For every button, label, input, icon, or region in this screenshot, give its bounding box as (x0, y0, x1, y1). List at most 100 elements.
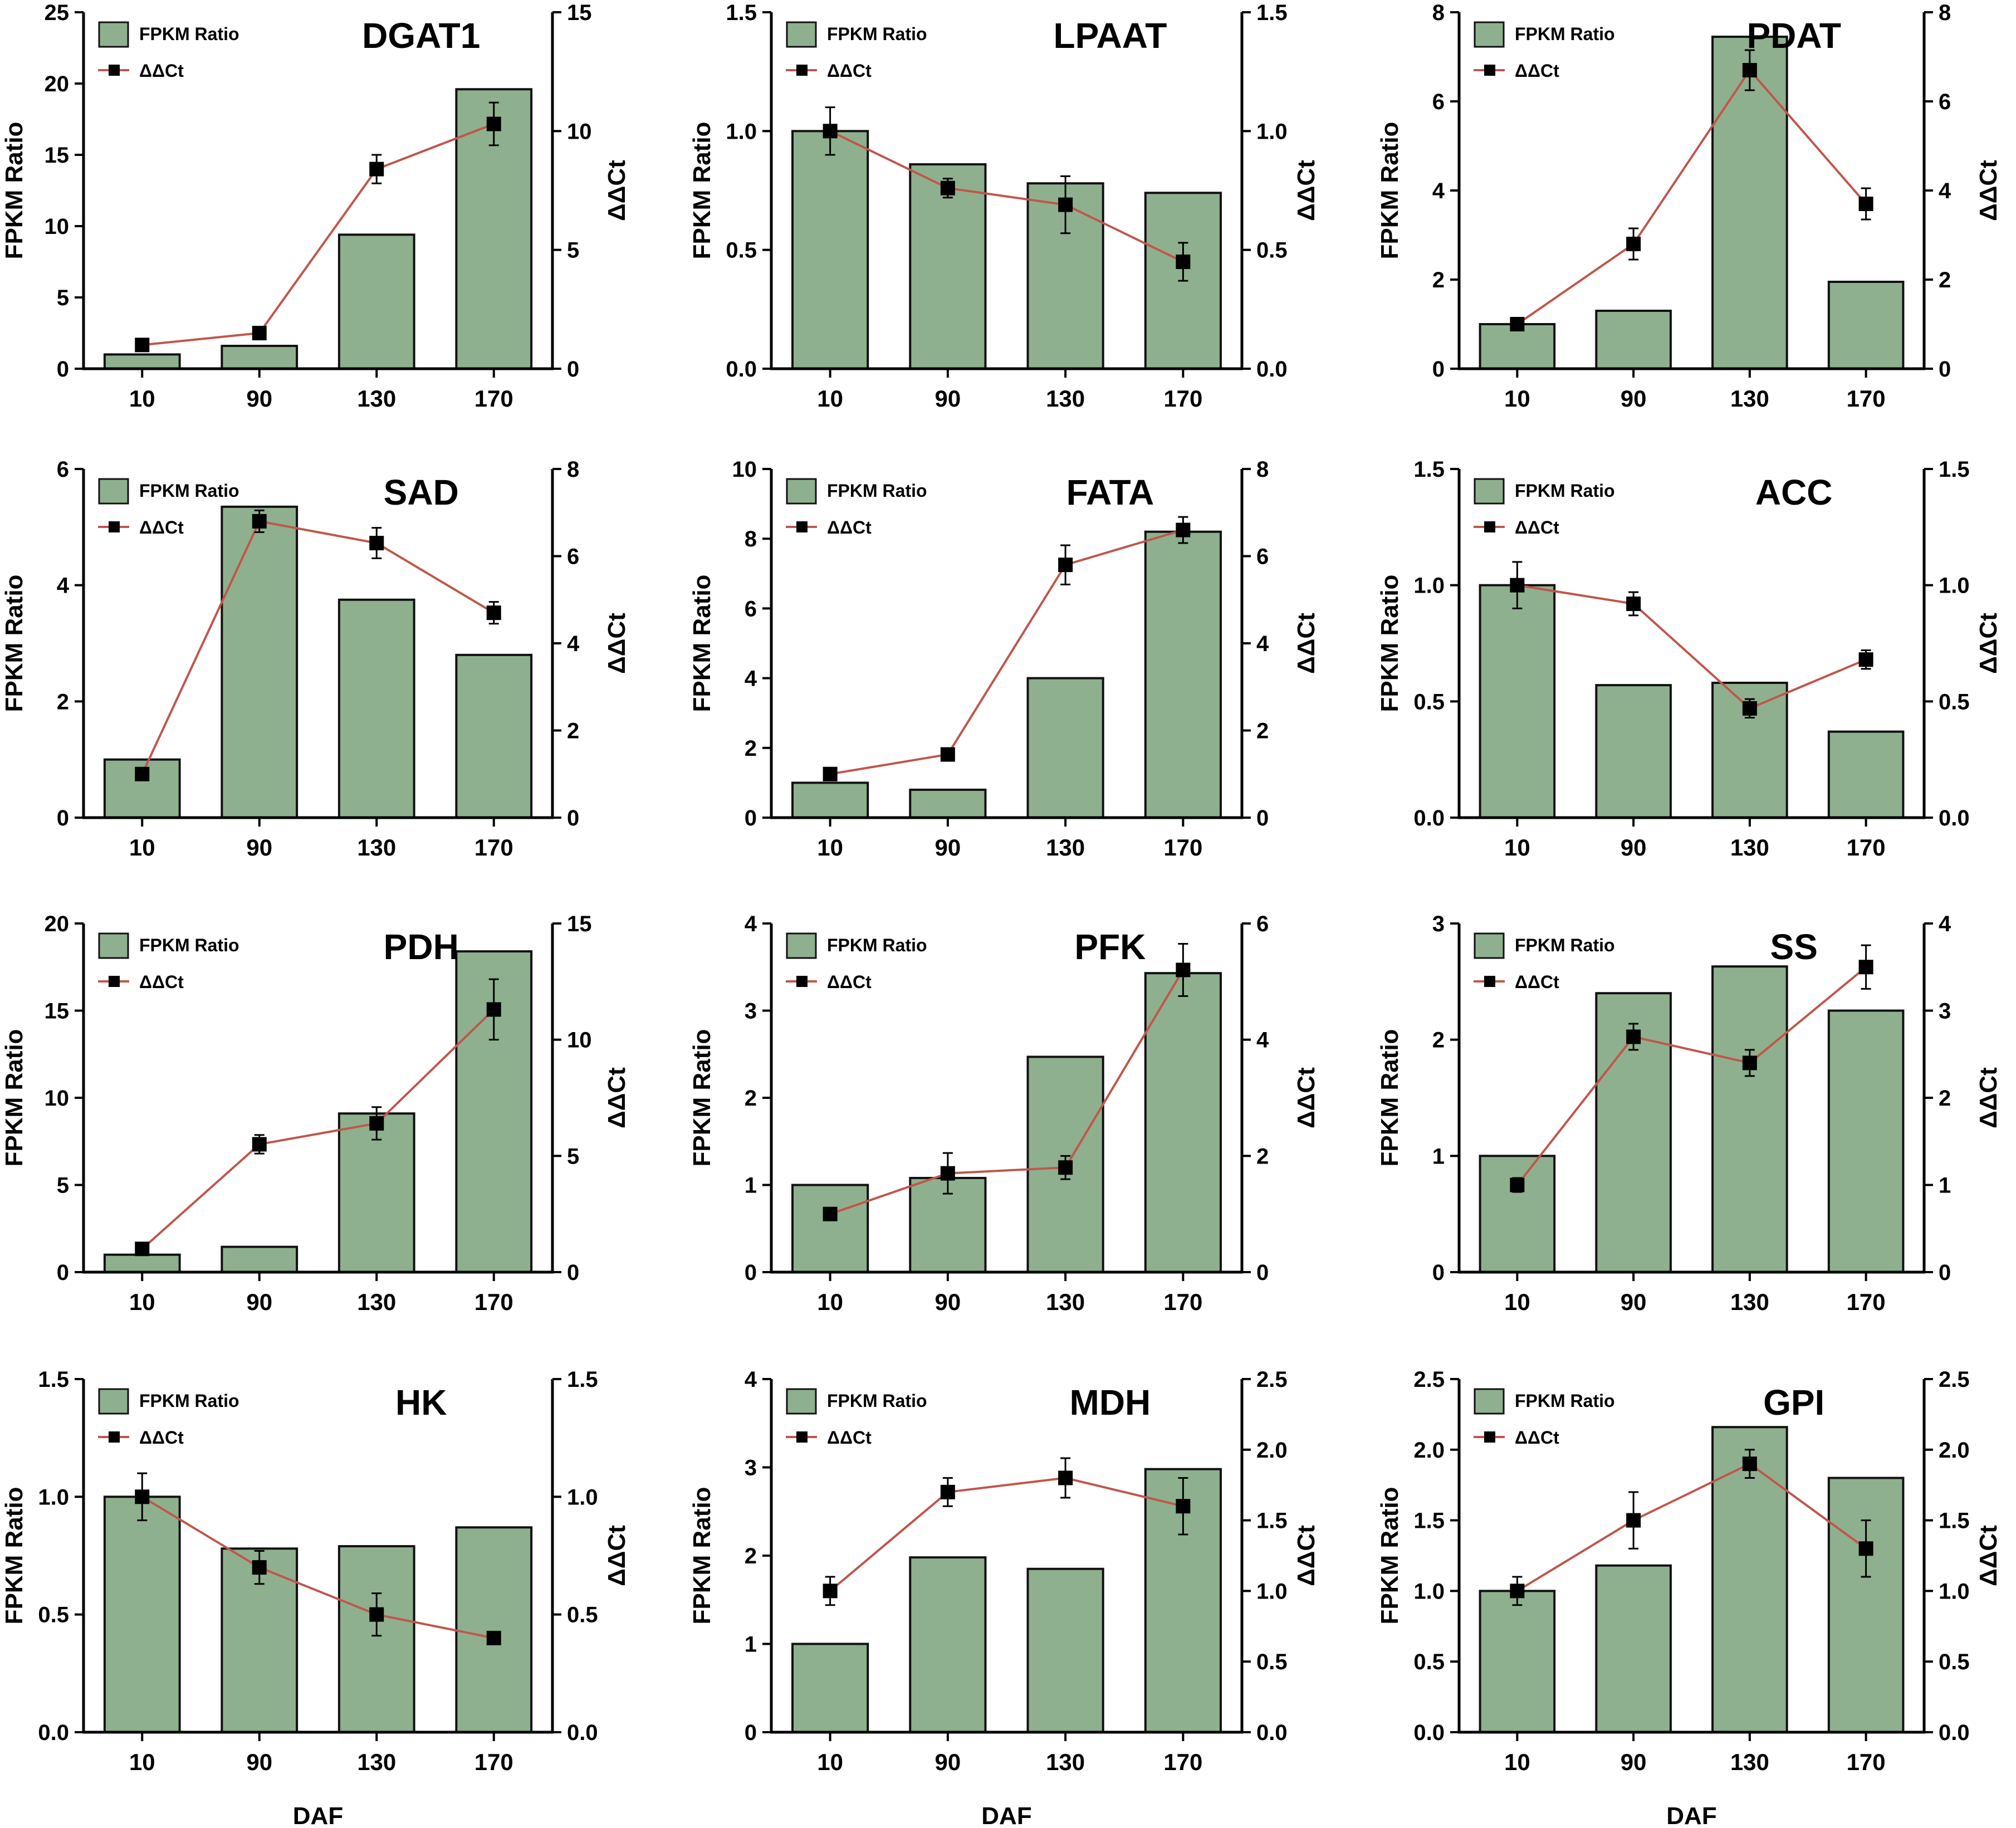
ddct-point (823, 1206, 838, 1221)
y-tick-label: 1.5 (1413, 457, 1445, 482)
y-axis-title: FPKM Ratio (688, 1487, 716, 1625)
y2-tick-label: 0.0 (1256, 357, 1288, 382)
bar (1711, 965, 1788, 1273)
y-tick-label: 10 (732, 457, 757, 482)
legend-marker-swatch (1484, 976, 1495, 987)
legend-marker-swatch (796, 1431, 808, 1443)
bar (337, 233, 415, 370)
bar (791, 130, 869, 370)
bar (791, 1184, 869, 1273)
x-tick-label: 10 (1504, 1289, 1530, 1315)
ddct-point (1176, 522, 1191, 537)
ddct-point (1742, 701, 1757, 716)
panel-title: DGAT1 (362, 16, 480, 56)
y2-axis-title: ΔΔCt (1975, 613, 2002, 674)
ddct-point (940, 1166, 955, 1181)
y2-tick-label: 5 (567, 238, 579, 263)
y2-axis-title: ΔΔCt (1293, 1525, 1320, 1586)
ddct-point (486, 1002, 501, 1017)
legend-bar-label: FPKM Ratio (139, 24, 239, 44)
y-tick-label: 0.0 (38, 1721, 69, 1745)
x-tick-label: 170 (1163, 1749, 1202, 1775)
bar (1479, 1590, 1556, 1733)
y-tick-label: 2 (1432, 1028, 1445, 1053)
legend-bar-swatch (98, 1388, 129, 1415)
legend-line-label: ΔΔCt (139, 972, 184, 992)
y2-tick-label: 0 (1939, 1260, 1951, 1285)
y-tick-label: 4 (1432, 179, 1445, 203)
panel-title: HK (395, 1382, 447, 1423)
ddct-point (135, 766, 150, 781)
chart-panel-pdat: 0 2 4 6 8 0 2 4 6 8 10 90 130 170 FPKM Ratio ΔΔCt PDAT FP… (1376, 1, 2002, 412)
legend-line-label: ΔΔCt (827, 972, 872, 992)
x-axis-title: DAF (1666, 1802, 1716, 1828)
y2-tick-label: 8 (1256, 457, 1269, 482)
ddct-point (1058, 558, 1073, 573)
y2-tick-label: 2.5 (1939, 1367, 1970, 1392)
chart-panel-dgat1: 0 5 10 15 20 25 0 5 10 15 10 90 130 170 FPKM Ratio ΔΔCt… (1, 1, 630, 412)
legend-bar-label: FPKM Ratio (1515, 1391, 1615, 1411)
y2-tick-label: 4 (1939, 179, 1951, 203)
y2-tick-label: 6 (1256, 912, 1269, 936)
bar (1144, 972, 1222, 1273)
panel-title: FATA (1066, 472, 1154, 512)
y2-axis-title: ΔΔCt (603, 160, 630, 221)
y2-tick-label: 0.0 (567, 1721, 598, 1745)
y-tick-label: 15 (45, 999, 70, 1024)
x-tick-label: 90 (1621, 1289, 1647, 1315)
legend-bar-swatch (98, 478, 129, 505)
x-tick-label: 10 (1504, 385, 1530, 412)
y-tick-label: 1 (745, 1174, 757, 1198)
x-tick-label: 130 (1046, 1289, 1085, 1315)
chart-panel-mdh: 0 1 2 3 4 0.0 0.5 1.0 1.5 2.0 2.5 10 90 130 170 FPKM Ra… (688, 1367, 1320, 1828)
bar (455, 653, 533, 819)
x-axis-title: DAF (981, 1802, 1031, 1828)
ddct-point (486, 605, 501, 620)
y2-tick-label: 0.0 (1939, 806, 1970, 830)
x-axis-title: DAF (293, 1802, 343, 1828)
legend-bar-swatch (98, 932, 129, 959)
y2-tick-label: 0 (567, 806, 579, 830)
y-axis-title: FPKM Ratio (1, 1029, 28, 1167)
ddct-point (1858, 1541, 1873, 1556)
y-tick-label: 25 (45, 1, 70, 25)
x-tick-label: 170 (474, 385, 513, 412)
y2-tick-label: 0.5 (1939, 1650, 1970, 1674)
bar (791, 1643, 869, 1733)
panel-title: MDH (1070, 1382, 1151, 1423)
y2-tick-label: 15 (567, 1, 592, 25)
y-axis-title: FPKM Ratio (1, 1487, 28, 1625)
ddct-point (1510, 317, 1525, 331)
legend-marker-swatch (1484, 1431, 1495, 1443)
y-tick-label: 1 (1432, 1144, 1445, 1169)
legend-marker-swatch (796, 65, 808, 76)
ddct-line (1516, 1462, 1867, 1592)
y-tick-label: 1 (745, 1633, 757, 1657)
y2-tick-label: 2 (1256, 1144, 1269, 1169)
legend-line-label: ΔΔCt (827, 61, 872, 81)
bar (1479, 1155, 1556, 1273)
y-tick-label: 0.5 (1413, 1650, 1445, 1674)
y-axis-title: FPKM Ratio (1, 575, 28, 712)
x-tick-label: 170 (1163, 834, 1202, 861)
y2-tick-label: 0.5 (567, 1603, 598, 1627)
ddct-point (823, 124, 838, 139)
y-tick-label: 8 (745, 527, 757, 551)
bar (221, 1245, 299, 1273)
ddct-line (830, 529, 1183, 775)
ddct-point (486, 116, 501, 131)
y2-tick-label: 8 (1939, 1, 1951, 25)
ddct-point (369, 1116, 384, 1131)
y-tick-label: 0 (1432, 1260, 1445, 1285)
bar (1026, 1567, 1104, 1733)
x-tick-label: 130 (1730, 385, 1769, 412)
y2-tick-label: 10 (567, 119, 592, 144)
x-tick-label: 130 (1730, 834, 1769, 861)
y2-axis-title: ΔΔCt (603, 1525, 630, 1586)
bar (337, 598, 415, 819)
y2-tick-label: 1.0 (1939, 1579, 1970, 1604)
ddct-point (135, 1242, 150, 1257)
legend-bar-label: FPKM Ratio (139, 481, 239, 501)
x-tick-label: 90 (935, 1289, 961, 1315)
